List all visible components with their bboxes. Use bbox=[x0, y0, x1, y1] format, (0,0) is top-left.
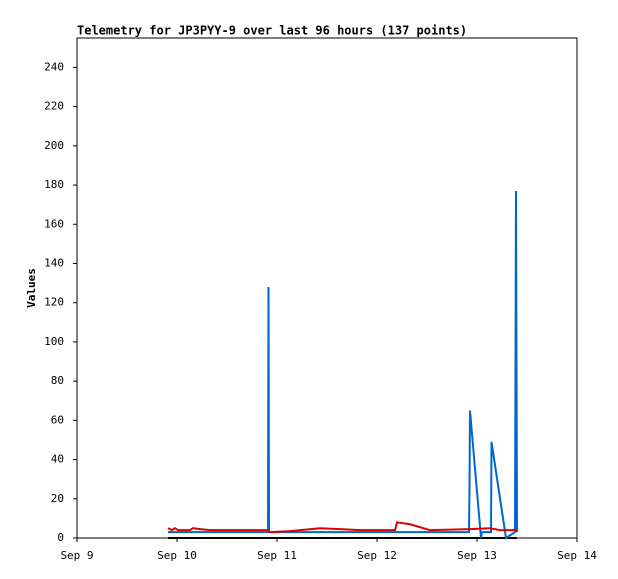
x-tick-label: Sep 12 bbox=[357, 549, 397, 562]
y-tick-label: 140 bbox=[44, 256, 64, 269]
x-tick-label: Sep 10 bbox=[157, 549, 197, 562]
x-tick-label: Sep 11 bbox=[257, 549, 297, 562]
y-tick-label: 120 bbox=[44, 296, 64, 309]
series-line bbox=[167, 521, 517, 534]
y-tick-label: 160 bbox=[44, 217, 64, 230]
y-tick-label: 100 bbox=[44, 335, 64, 348]
x-tick-label: Sep 13 bbox=[457, 549, 497, 562]
y-tick-label: 240 bbox=[44, 60, 64, 73]
y-tick-label: 60 bbox=[51, 413, 64, 426]
y-tick-label: 200 bbox=[44, 139, 64, 152]
y-axis-label: Values bbox=[25, 268, 38, 308]
y-tick-label: 40 bbox=[51, 453, 64, 466]
y-tick-label: 20 bbox=[51, 492, 64, 505]
plot-area bbox=[76, 37, 578, 539]
series-line bbox=[168, 190, 518, 540]
y-tick-label: 180 bbox=[44, 178, 64, 191]
x-tick-label: Sep 9 bbox=[60, 549, 93, 562]
x-tick-label: Sep 14 bbox=[557, 549, 597, 562]
y-tick-label: 0 bbox=[57, 531, 64, 544]
y-tick-label: 220 bbox=[44, 100, 64, 113]
chart-title: Telemetry for JP3PYY-9 over last 96 hour… bbox=[77, 24, 467, 38]
y-tick-label: 80 bbox=[51, 374, 64, 387]
